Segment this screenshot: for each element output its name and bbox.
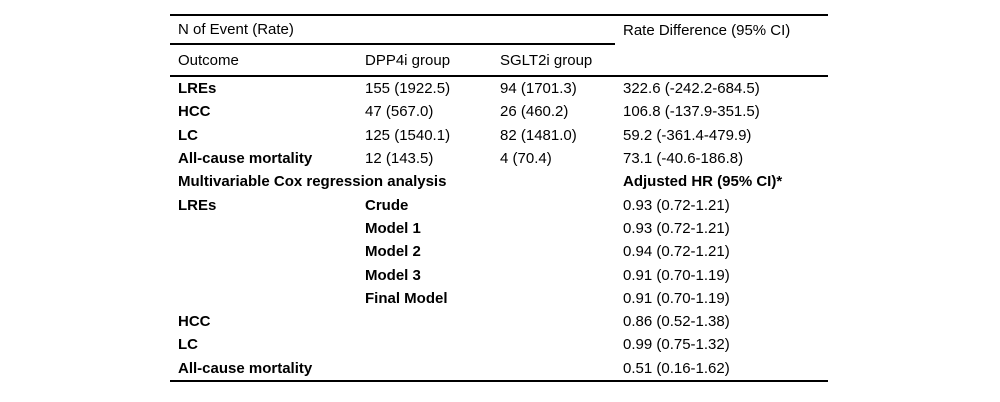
outcome-label: All-cause mortality (178, 359, 313, 377)
hr-value: 0.86 (0.52-1.38) (623, 313, 730, 331)
table-header-top-row: N of Event (Rate) Rate Difference (95% C… (170, 16, 828, 45)
hr-value: 0.93 (0.72-1.21) (623, 219, 730, 237)
rate-diff-value: 322.6 (-242.2-684.5) (623, 80, 760, 98)
header-n-of-event: N of Event (Rate) (170, 16, 615, 45)
hr-value: 0.99 (0.75-1.32) (623, 336, 730, 354)
section-label: Multivariable Cox regression analysis (178, 173, 447, 191)
column-header-dpp4i-group: DPP4i group (365, 51, 451, 69)
outcome-label: All-cause mortality (178, 150, 313, 168)
outcome-label: LREs (178, 196, 217, 214)
table-row-lres-events: LREs 155 (1922.5) 94 (1701.3) 322.6 (-24… (170, 77, 828, 100)
dpp4i-value: 125 (1540.1) (365, 126, 451, 144)
table-row-lc-hr: LC 0.99 (0.75-1.32) (170, 333, 828, 356)
dpp4i-value: 155 (1922.5) (365, 80, 451, 98)
table-row-model1: Model 1 0.93 (0.72-1.21) (170, 217, 828, 240)
table-row-mortality-events: All-cause mortality 12 (143.5) 4 (70.4) … (170, 147, 828, 170)
table-row-lc-events: LC 125 (1540.1) 82 (1481.0) 59.2 (-361.4… (170, 124, 828, 147)
table-row-final-model: Final Model 0.91 (0.70-1.19) (170, 287, 828, 310)
table-row-model3: Model 3 0.91 (0.70-1.19) (170, 263, 828, 286)
table-section-cox-regression: Multivariable Cox regression analysis Ad… (170, 170, 828, 193)
model-label: Crude (365, 196, 409, 214)
column-header-outcome: Outcome (178, 51, 239, 69)
column-header-sglt2i-group: SGLT2i group (500, 51, 593, 69)
sglt2i-value: 82 (1481.0) (500, 126, 577, 144)
hr-value: 0.94 (0.72-1.21) (623, 243, 730, 261)
rate-diff-value: 59.2 (-361.4-479.9) (623, 126, 752, 144)
header-rate-difference: Rate Difference (95% CI) (623, 22, 791, 39)
table-header-columns-row: Outcome DPP4i group SGLT2i group (170, 45, 828, 77)
table-row-lres-crude: LREs Crude 0.93 (0.72-1.21) (170, 193, 828, 216)
outcome-label: HCC (178, 103, 211, 121)
table-row-mortality-hr: All-cause mortality 0.51 (0.16-1.62) (170, 357, 828, 380)
table-row-hcc-hr: HCC 0.86 (0.52-1.38) (170, 310, 828, 333)
sglt2i-value: 26 (460.2) (500, 103, 569, 121)
section-value-header: Adjusted HR (95% CI)* (623, 173, 783, 191)
outcome-label: HCC (178, 313, 211, 331)
dpp4i-value: 47 (567.0) (365, 103, 434, 121)
outcome-label: LC (178, 126, 198, 144)
sglt2i-value: 94 (1701.3) (500, 80, 577, 98)
outcome-label: LC (178, 336, 198, 354)
model-label: Model 1 (365, 219, 421, 237)
hr-value: 0.91 (0.70-1.19) (623, 289, 730, 307)
model-label: Model 2 (365, 243, 421, 261)
model-label: Final Model (365, 289, 448, 307)
table-row-model2: Model 2 0.94 (0.72-1.21) (170, 240, 828, 263)
rate-diff-value: 106.8 (-137.9-351.5) (623, 103, 760, 121)
hr-value: 0.51 (0.16-1.62) (623, 359, 730, 377)
sglt2i-value: 4 (70.4) (500, 150, 552, 168)
statistics-table: N of Event (Rate) Rate Difference (95% C… (170, 14, 828, 382)
hr-value: 0.91 (0.70-1.19) (623, 266, 730, 284)
model-label: Model 3 (365, 266, 421, 284)
outcome-label: LREs (178, 80, 217, 98)
hr-value: 0.93 (0.72-1.21) (623, 196, 730, 214)
dpp4i-value: 12 (143.5) (365, 150, 434, 168)
table-row-hcc-events: HCC 47 (567.0) 26 (460.2) 106.8 (-137.9-… (170, 100, 828, 123)
rate-diff-value: 73.1 (-40.6-186.8) (623, 150, 744, 168)
